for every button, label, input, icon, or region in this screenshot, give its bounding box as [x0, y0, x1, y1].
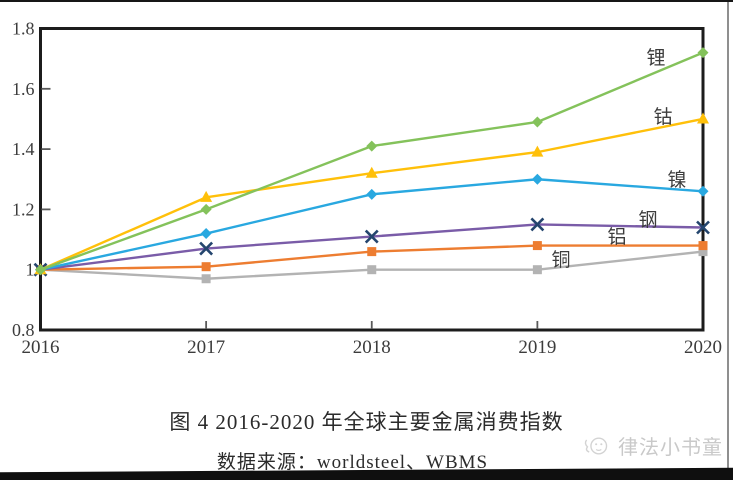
series-marker-aluminum: [532, 241, 542, 251]
series-label-steel: 钢: [638, 209, 657, 231]
series-marker-nickel: [200, 228, 212, 240]
y-tick-label: 1.8: [12, 19, 35, 39]
y-tick-label: 0.8: [12, 320, 35, 340]
series-marker-cobalt: [200, 190, 213, 202]
series-label-copper: 铜: [551, 249, 570, 271]
series-marker-aluminum: [367, 247, 377, 257]
series-marker-copper: [698, 247, 708, 257]
x-tick-label: 2017: [187, 337, 225, 358]
series-label-lithium: 锂: [646, 47, 665, 69]
metal-consumption-index-chart: 0.8 1 1.2 1.4 1.6 1.8 2016 2017 2018 2019 2020 铜 铝钢镍…: [12, 19, 722, 359]
series-marker-cobalt: [697, 112, 709, 124]
series-marker-cobalt: [531, 145, 544, 157]
series-marker-steel: [696, 220, 710, 235]
y-tick-label: 1: [26, 260, 35, 280]
plot-border: [39, 27, 705, 332]
x-tick-label: 2018: [353, 337, 391, 358]
right-edge-line: [727, 2, 729, 468]
series-marker-copper: [201, 274, 211, 284]
series-marker-aluminum: [201, 262, 211, 272]
series-marker-steel: [199, 241, 214, 256]
x-tick-label: 2016: [22, 337, 60, 358]
y-tick-label: 1.2: [12, 199, 35, 219]
series-marker-nickel: [697, 185, 709, 197]
series-marker-copper: [532, 265, 542, 275]
series-marker-lithium: [531, 116, 543, 128]
chart-caption-title: 图 4 2016-2020 年全球主要金属消费指数: [169, 410, 564, 434]
watermark: 律法小书童: [581, 431, 723, 460]
series-label-nickel: 镍: [667, 169, 686, 191]
y-tick-label: 1.6: [12, 79, 35, 99]
series-label-cobalt: 钴: [653, 106, 672, 128]
series-marker-lithium: [200, 203, 212, 215]
series-marker-steel: [364, 229, 379, 244]
mascot-icon: [584, 437, 608, 454]
series-marker-aluminum: [698, 241, 708, 251]
top-border-line: [0, 0, 733, 2]
series-marker-cobalt: [365, 166, 378, 178]
series-marker-lithium: [35, 264, 46, 276]
series-marker-lithium: [366, 140, 378, 152]
watermark-text: 律法小书童: [618, 437, 723, 459]
source-worldsteel: worldsteel: [316, 452, 407, 473]
source-wbms: 、WBMS: [406, 452, 489, 473]
chart-caption-source: 数据来源：worldsteel、WBMS: [0, 447, 719, 474]
x-tick-label: 2019: [518, 337, 556, 358]
y-tick-label: 1.4: [12, 139, 35, 159]
series-label-aluminum: 铝: [607, 226, 626, 248]
source-label: 数据来源：: [216, 452, 317, 473]
x-tick-label: 2020: [684, 337, 722, 358]
series-marker-lithium: [697, 47, 709, 59]
series-marker-nickel: [531, 173, 543, 185]
series-marker-copper: [367, 265, 377, 275]
series-marker-nickel: [366, 188, 378, 200]
series-marker-steel: [530, 217, 545, 232]
